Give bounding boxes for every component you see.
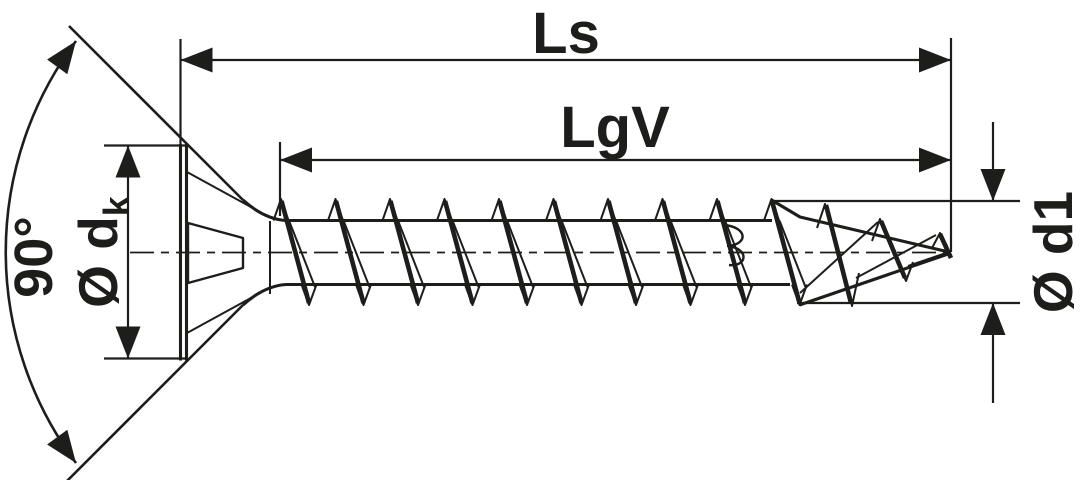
head-angle-label: 90° [4, 216, 64, 298]
dimension-lgv: LgV [278, 95, 951, 216]
head-cone-bottom-edge [186, 292, 261, 334]
head-cone-top [241, 198, 287, 223]
head-cone-top-edge [186, 171, 261, 213]
screw-tip [770, 198, 954, 307]
head-cone-bottom [241, 282, 287, 307]
lgv-arrow-left [280, 147, 312, 173]
dimension-ls: Ls [179, 1, 953, 252]
d1-arrow-top [980, 169, 1006, 201]
angle-arc [4, 40, 78, 464]
thread-diameter-label: Ø d1 [1022, 191, 1084, 313]
ls-arrow-right [919, 47, 951, 73]
tip-outline-top [770, 198, 952, 255]
dk-arrow-top [115, 145, 141, 178]
dimension-dk: Ø dk [67, 144, 187, 360]
thread-length-label: LgV [560, 95, 670, 160]
tip-outline-bottom [798, 251, 952, 307]
screw-outline [178, 144, 790, 361]
angle-arrow-top [47, 41, 76, 75]
lgv-arrow-right [919, 147, 951, 173]
screw-length-label: Ls [532, 1, 600, 66]
angle-line-lower [66, 304, 244, 480]
angle-arrow-bottom [47, 429, 76, 463]
angle-dimension: 90° [4, 25, 244, 480]
angle-line-upper [68, 25, 244, 201]
d1-arrow-bottom [980, 303, 1006, 335]
thread-pattern [274, 199, 808, 305]
head-diameter-label: Ø dk [67, 195, 137, 308]
ls-arrow-left [180, 47, 213, 73]
dk-arrow-bottom [115, 326, 141, 359]
drive-recess [186, 221, 245, 285]
dimension-d1: Ø d1 [770, 122, 1084, 403]
thread-root-detail [723, 223, 745, 267]
